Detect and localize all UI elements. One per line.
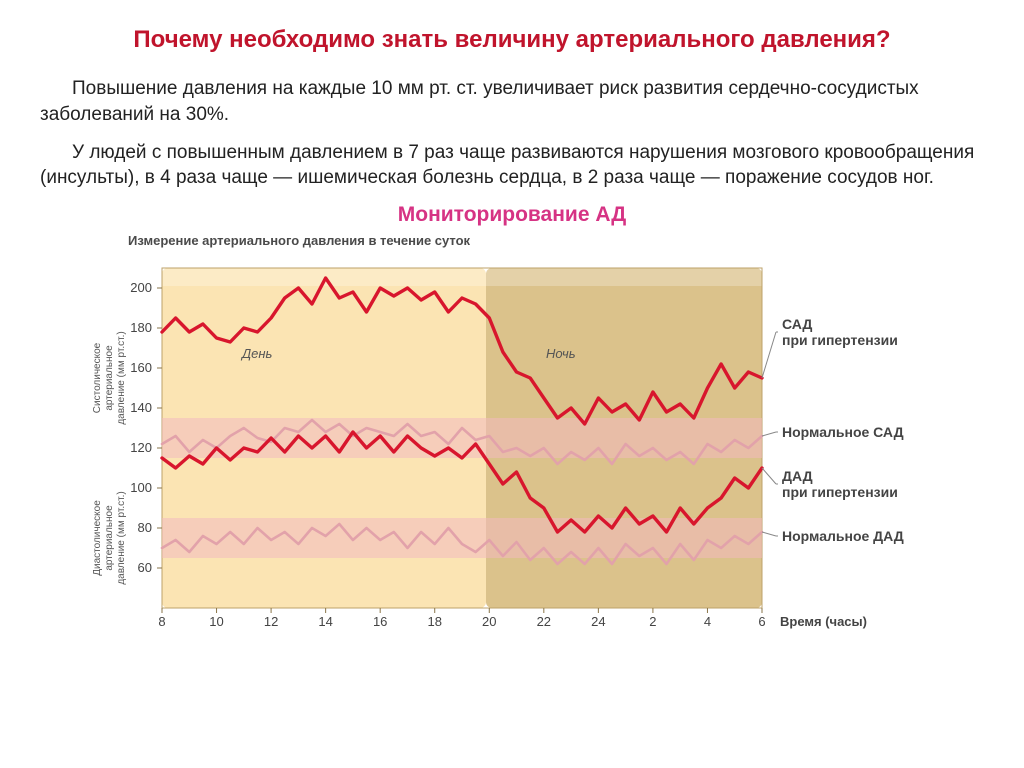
svg-text:артериальное: артериальное [104,505,115,571]
svg-text:Ночь: Ночь [546,346,576,361]
svg-text:24: 24 [591,614,605,629]
svg-text:14: 14 [318,614,332,629]
svg-text:10: 10 [209,614,223,629]
svg-text:Нормальное САД: Нормальное САД [782,424,904,440]
chart-caption: Измерение артериального давления в течен… [128,233,984,248]
svg-text:4: 4 [704,614,711,629]
svg-text:8: 8 [158,614,165,629]
svg-text:САД: САД [782,316,812,332]
svg-text:артериальное: артериальное [104,345,115,411]
svg-text:100: 100 [130,480,152,495]
svg-text:60: 60 [138,560,152,575]
bp-monitoring-chart: 6080100120140160180200810121416182022242… [62,258,962,638]
chart-subtitle: Мониторирование АД [40,203,984,227]
svg-text:Диастолическое: Диастолическое [92,500,103,576]
svg-text:12: 12 [264,614,278,629]
svg-text:160: 160 [130,360,152,375]
intro-paragraph-2: У людей с повышенным давлением в 7 раз ч… [40,140,984,191]
svg-text:6: 6 [758,614,765,629]
svg-text:120: 120 [130,440,152,455]
svg-text:140: 140 [130,400,152,415]
svg-text:День: День [240,346,273,361]
svg-text:при гипертензии: при гипертензии [782,332,898,348]
svg-text:2: 2 [649,614,656,629]
svg-text:18: 18 [427,614,441,629]
svg-text:Нормальное ДАД: Нормальное ДАД [782,528,904,544]
svg-text:давление (мм рт.ст.): давление (мм рт.ст.) [116,331,127,424]
svg-text:при гипертензии: при гипертензии [782,484,898,500]
svg-text:Время (часы): Время (часы) [780,614,867,629]
svg-text:16: 16 [373,614,387,629]
svg-text:22: 22 [537,614,551,629]
chart-svg: 6080100120140160180200810121416182022242… [62,258,962,638]
page-title: Почему необходимо знать величину артериа… [40,24,984,56]
svg-text:ДАД: ДАД [782,468,813,484]
svg-text:80: 80 [138,520,152,535]
intro-paragraph-1: Повышение давления на каждые 10 мм рт. с… [40,76,984,127]
svg-text:180: 180 [130,320,152,335]
svg-text:200: 200 [130,280,152,295]
svg-text:давление (мм рт.ст.): давление (мм рт.ст.) [116,491,127,584]
svg-text:Систолическое: Систолическое [92,342,103,413]
svg-text:20: 20 [482,614,496,629]
